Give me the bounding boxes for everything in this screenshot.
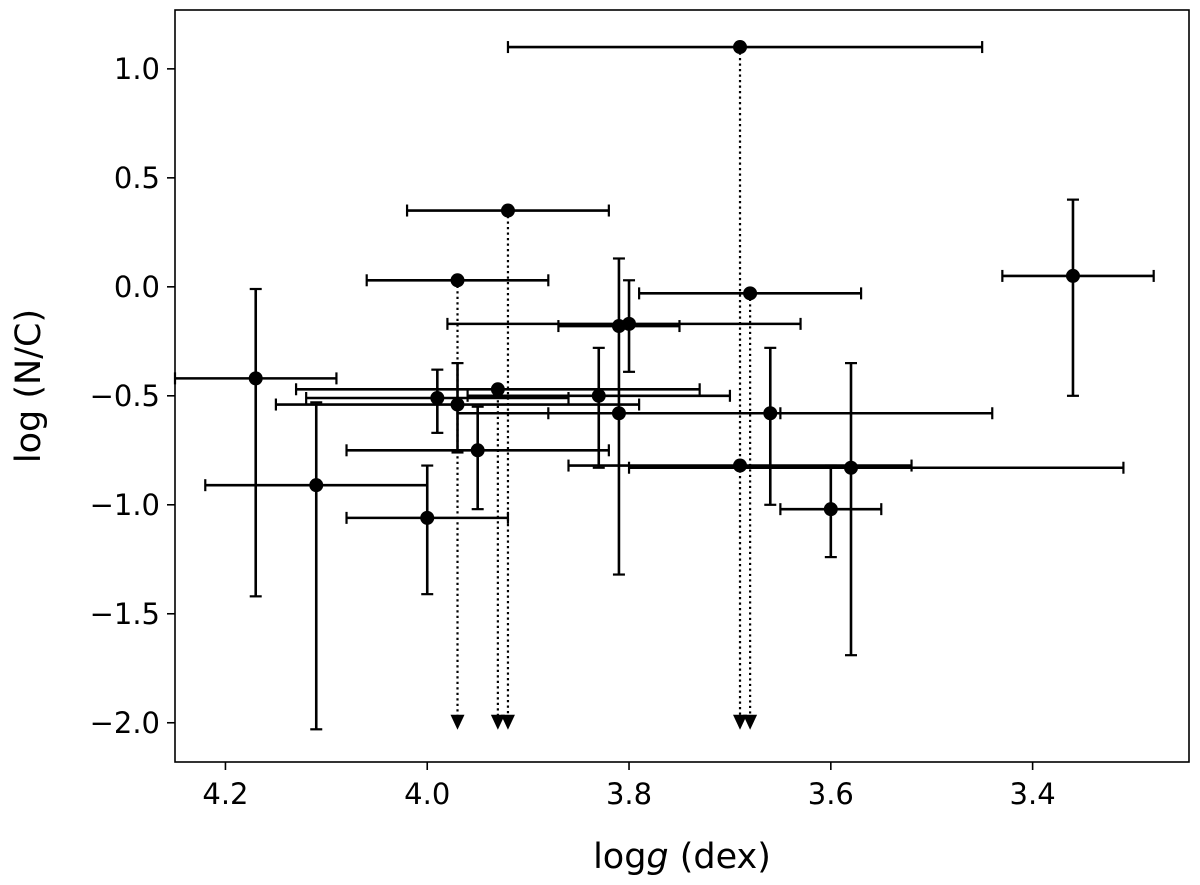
data-point: [500, 203, 515, 218]
data-point: [823, 502, 838, 517]
x-axis-tick-labels: 4.2 4.0 3.8 3.6 3.4: [202, 777, 1055, 811]
upper-limit-arrows: [450, 47, 758, 730]
data-point: [1065, 268, 1080, 283]
data-point: [450, 397, 465, 412]
y-tick-label: −0.5: [90, 379, 160, 413]
data-point: [763, 406, 778, 421]
data-point: [248, 371, 263, 386]
y-tick-label: 0.0: [114, 270, 160, 304]
x-axis-ticks: [224, 762, 1034, 770]
data-point: [450, 273, 465, 288]
y-axis-ticks: [167, 68, 175, 724]
upper-limit-arrowhead: [490, 714, 505, 730]
x-tick-label: 4.0: [404, 777, 450, 811]
data-point: [591, 388, 606, 403]
data-point: [611, 319, 626, 334]
data-point: [470, 443, 485, 458]
plot-frame: [174, 9, 1190, 763]
y-tick-label: −1.5: [90, 597, 160, 631]
data-points: [248, 40, 1080, 525]
upper-limit-arrowhead: [733, 714, 748, 730]
y-axis-tick-labels: 1.0 0.5 0.0 −0.5 −1.0 −1.5 −2.0: [90, 52, 160, 740]
x-tick-label: 3.6: [808, 777, 854, 811]
x-tick-label: 4.2: [202, 777, 248, 811]
data-point: [309, 478, 324, 493]
data-point: [430, 390, 445, 405]
x-tick-label: 3.4: [1010, 777, 1056, 811]
data-point: [844, 460, 858, 475]
data-point: [490, 382, 505, 397]
y-tick-label: 1.0: [114, 52, 160, 86]
upper-limit-arrowhead: [450, 714, 465, 730]
y-axis-label: log (N/C): [9, 309, 49, 463]
upper-limit-arrowhead: [743, 714, 758, 730]
data-point: [420, 510, 435, 525]
upper-limit-arrowhead: [500, 714, 515, 730]
y-tick-label: −2.0: [90, 706, 160, 740]
y-tick-label: 0.5: [114, 161, 160, 195]
data-point: [733, 40, 748, 55]
data-point: [733, 458, 748, 473]
x-tick-label: 3.8: [606, 777, 652, 811]
y-tick-label: −1.0: [90, 488, 160, 522]
data-point: [611, 406, 626, 421]
x-axis-label: logg (dex): [593, 837, 771, 877]
error-bars: [173, 41, 1155, 731]
data-point: [743, 286, 758, 301]
